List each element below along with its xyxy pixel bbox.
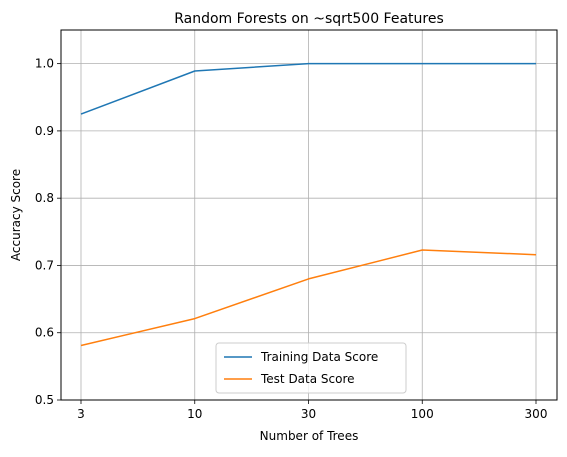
y-tick-label: 0.6 (35, 326, 54, 340)
y-tick-label: 1.0 (35, 57, 54, 71)
legend: Training Data Score Test Data Score (215, 342, 407, 394)
x-tick-label: 300 (525, 407, 548, 421)
x-tick-label: 3 (77, 407, 85, 421)
x-tick-label: 10 (187, 407, 202, 421)
test-score-line (80, 249, 537, 347)
x-axis-label: Number of Trees (260, 429, 359, 443)
y-tick-label: 0.5 (35, 393, 54, 407)
y-tick-label: 0.7 (35, 258, 54, 272)
legend-label-training: Training Data Score (260, 350, 378, 364)
y-tick-label: 0.9 (35, 124, 54, 138)
series-layer (80, 62, 537, 347)
legend-label-test: Test Data Score (260, 372, 355, 386)
y-tick-label: 0.8 (35, 191, 54, 205)
y-axis-label: Accuracy Score (9, 169, 23, 261)
training-score-line (80, 62, 536, 115)
legend-box (215, 342, 407, 394)
plot-frame (60, 29, 558, 401)
tick-layer: 3 10 30 100 300 0.5 0.6 0.7 0.8 0.9 1.0 (35, 57, 548, 421)
x-tick-label: 100 (411, 407, 434, 421)
x-tick-label: 30 (301, 407, 316, 421)
chart-title: Random Forests on ~sqrt500 Features (174, 11, 444, 27)
